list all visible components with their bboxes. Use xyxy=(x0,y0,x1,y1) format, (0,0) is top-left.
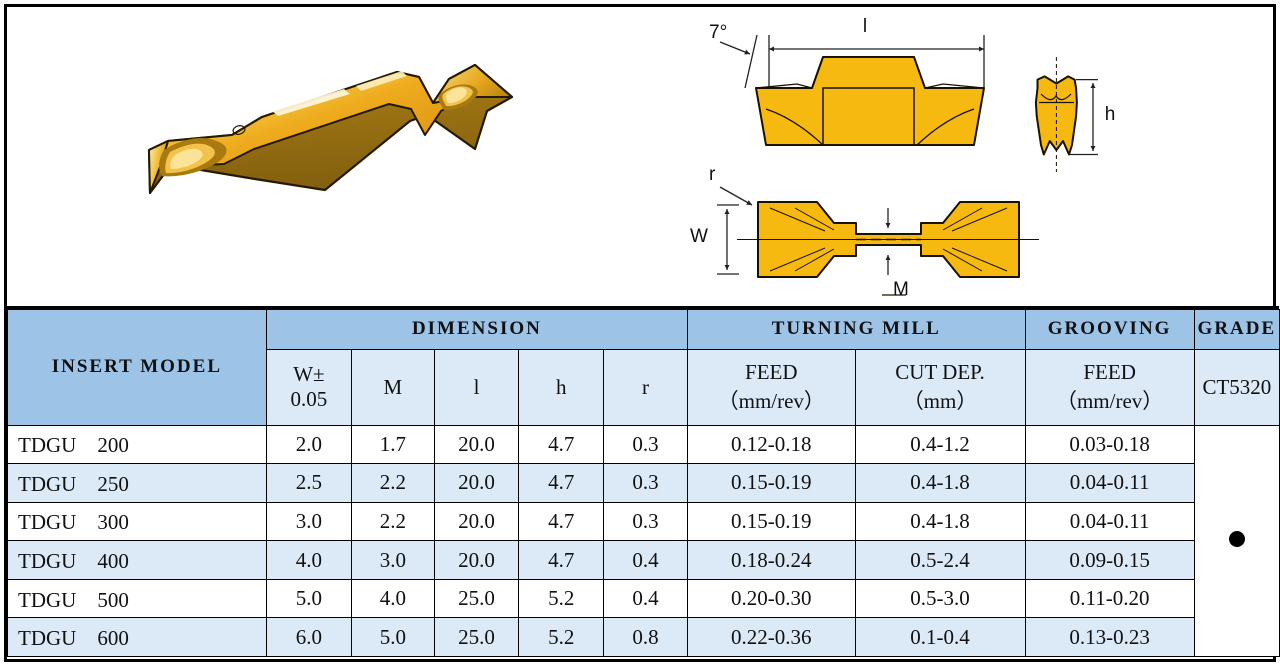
svg-text:r: r xyxy=(709,164,716,185)
svg-text:M: M xyxy=(893,279,909,300)
svg-text:7°: 7° xyxy=(709,22,727,43)
svg-text:W: W xyxy=(690,226,708,247)
svg-text:h: h xyxy=(1105,104,1116,125)
svg-text:l: l xyxy=(863,16,867,37)
